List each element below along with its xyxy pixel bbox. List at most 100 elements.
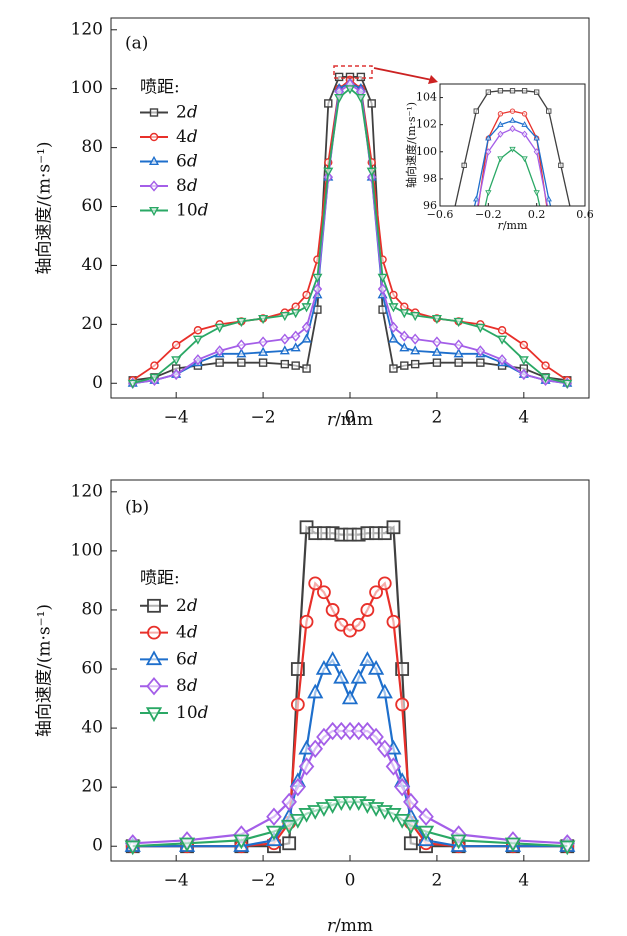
marker — [266, 807, 282, 826]
marker — [462, 244, 467, 248]
marker — [324, 799, 341, 814]
marker — [546, 210, 551, 216]
x-tick-label: 0.2 — [528, 208, 546, 221]
marker — [290, 777, 306, 797]
marker — [127, 379, 138, 389]
marker — [149, 132, 159, 142]
marker — [171, 356, 182, 366]
y-tick-label: 0 — [92, 836, 103, 856]
marker — [281, 792, 297, 812]
marker — [282, 836, 297, 851]
legend-label: 8d — [176, 676, 198, 696]
y-tick-label: 98 — [423, 172, 437, 185]
marker — [389, 364, 398, 373]
marker — [509, 146, 516, 153]
marker — [410, 312, 421, 322]
y-axis-label: 轴向速度/(m·s⁻¹) — [35, 604, 55, 737]
y-tick-label: 120 — [71, 19, 103, 39]
x-tick-label: 0 — [345, 871, 356, 891]
marker — [518, 356, 529, 366]
marker — [265, 825, 283, 841]
legend-label: 6d — [176, 649, 198, 669]
zoom-arrowhead — [428, 75, 438, 84]
x-tick-label: 4 — [518, 871, 529, 891]
marker — [547, 217, 551, 221]
marker — [325, 603, 340, 617]
marker — [432, 336, 442, 348]
marker — [333, 668, 350, 684]
x-tick-label: −4 — [164, 408, 189, 428]
marker — [497, 121, 504, 127]
marker — [192, 335, 203, 345]
x-tick-label: 0 — [345, 408, 356, 428]
marker — [236, 317, 247, 328]
y-axis-label: 轴向速度/(m·s⁻¹) — [35, 141, 55, 274]
marker — [533, 148, 540, 156]
marker — [558, 257, 563, 263]
plot-frame — [439, 83, 586, 207]
marker — [533, 134, 540, 141]
marker — [519, 368, 529, 381]
x-axis-label: r/mm — [327, 410, 373, 430]
marker — [462, 257, 467, 263]
marker — [149, 373, 160, 384]
marker — [417, 825, 435, 841]
marker — [315, 802, 333, 817]
y-tick-label: 20 — [81, 777, 103, 797]
marker — [485, 190, 492, 197]
marker — [301, 321, 312, 333]
marker — [124, 840, 141, 856]
marker — [558, 244, 563, 248]
marker — [315, 659, 333, 675]
marker — [350, 668, 367, 684]
marker — [509, 125, 516, 133]
marker — [571, 217, 575, 221]
marker — [258, 314, 269, 325]
legend-label: 10d — [176, 703, 209, 723]
marker — [298, 808, 315, 823]
marker — [171, 340, 181, 350]
marker — [497, 354, 507, 366]
marker — [546, 245, 551, 249]
y-tick-label: 0 — [92, 373, 103, 393]
marker — [178, 837, 196, 853]
marker — [324, 99, 333, 108]
marker — [290, 309, 301, 319]
marker — [307, 805, 324, 820]
marker — [399, 330, 410, 342]
marker — [410, 359, 420, 369]
marker — [150, 361, 159, 370]
marker — [400, 361, 409, 370]
marker — [462, 258, 466, 262]
marker — [497, 130, 504, 138]
marker — [410, 333, 420, 345]
x-axis-label: r/mm — [498, 219, 528, 232]
legend-label: 4d — [176, 622, 198, 642]
marker — [399, 342, 410, 352]
marker — [559, 258, 563, 262]
marker — [386, 614, 401, 629]
marker — [475, 323, 486, 333]
marker — [453, 317, 464, 328]
plot — [454, 88, 575, 344]
legend-title: 喷距: — [140, 569, 180, 589]
plot — [124, 520, 576, 856]
marker — [570, 340, 575, 344]
x-tick-label: −2 — [251, 871, 276, 891]
marker — [388, 303, 399, 313]
marker — [521, 88, 528, 94]
y-tick-label: 80 — [81, 599, 103, 619]
marker — [237, 358, 246, 367]
marker — [431, 314, 442, 325]
legend-label: 6d — [176, 151, 198, 171]
marker — [324, 651, 341, 666]
marker — [334, 72, 344, 82]
inset-background — [440, 84, 585, 206]
marker — [301, 303, 312, 313]
marker — [497, 326, 507, 335]
marker — [344, 85, 356, 95]
marker — [307, 739, 324, 758]
y-tick-label: 40 — [81, 718, 103, 738]
legend-label: 2d — [176, 595, 198, 615]
